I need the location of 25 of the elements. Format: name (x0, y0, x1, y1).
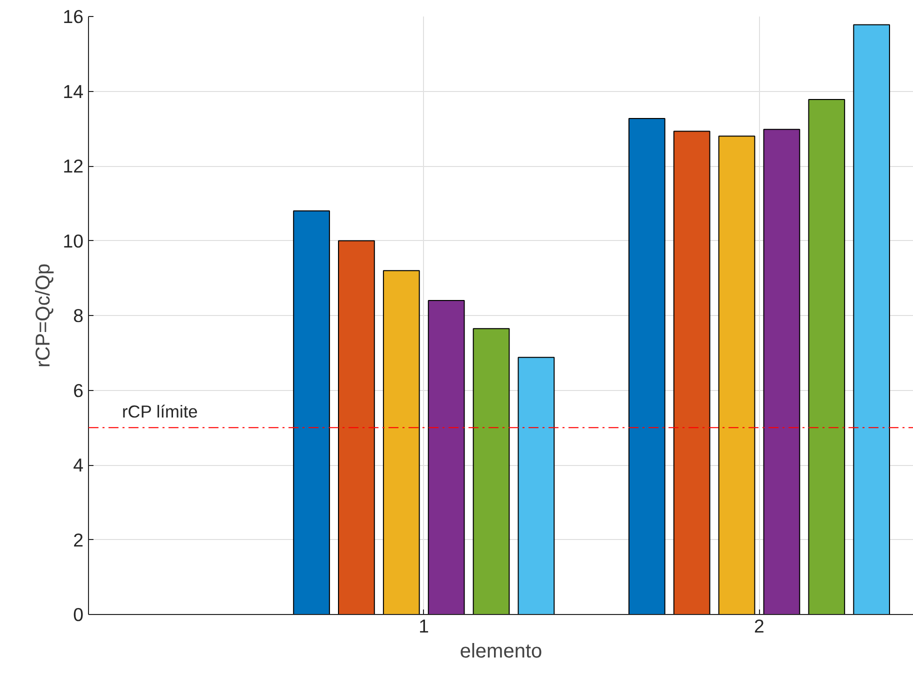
y-axis-title: rCP=Qc/Qp (32, 264, 55, 368)
y-tick-label: 8 (73, 305, 84, 326)
bar (718, 136, 756, 614)
x-tick-label: 1 (418, 616, 430, 636)
y-tick-label: 4 (73, 454, 84, 476)
y-tick-label: 10 (62, 230, 84, 252)
y-tick-label: 12 (62, 156, 84, 176)
bar (628, 118, 666, 614)
bar (853, 24, 890, 614)
y-tick-label: 0 (73, 604, 84, 625)
y-tick-label: 14 (62, 80, 84, 102)
x-axis-title: elemento (460, 640, 542, 662)
bar (382, 270, 420, 614)
bar (472, 328, 510, 614)
ref-line-label: rCP límite (122, 402, 198, 422)
bar (293, 210, 330, 614)
bar (338, 240, 375, 614)
bar (673, 130, 710, 614)
bar (428, 300, 465, 614)
y-tick-label: 2 (73, 529, 84, 550)
bar (808, 98, 846, 614)
y-tick-label: 16 (62, 6, 84, 27)
bar (518, 356, 555, 614)
y-tick-label: 6 (73, 380, 84, 401)
bar (763, 128, 800, 614)
